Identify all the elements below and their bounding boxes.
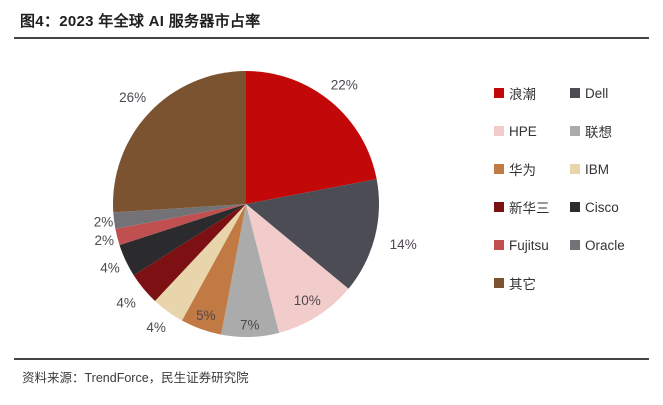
pie-label-Oracle: 2% [94,215,114,230]
title-underline [14,37,649,39]
legend-label: 浪潮 [509,87,536,102]
legend-item-新华三: 新华三 [494,197,570,217]
pie-label-Dell: 14% [390,237,417,252]
pie-label-IBM: 4% [146,320,166,335]
figure-title: 图4：2023 年全球 AI 服务器市占率 [20,13,261,30]
legend-label: IBM [585,161,610,177]
legend-label: 新华三 [509,201,550,216]
pie-slice-联想 [221,204,280,337]
legend-swatch-icon [570,126,580,136]
legend-swatch-icon [494,164,504,174]
legend-swatch-icon [494,278,504,288]
legend-label: 联想 [585,125,612,140]
legend-swatch-icon [494,126,504,136]
legend: 浪潮 Dell HPE 联想华为 IBM 新华三 Cisco Fujitsu Oracle 其它 [494,74,625,302]
legend-item-联想: 联想 [570,121,625,141]
legend-swatch-icon [570,202,580,212]
footer-divider [14,358,649,360]
legend-item-浪潮: 浪潮 [494,83,570,103]
pie-label-其它: 26% [119,90,146,105]
source-note: 资料来源：TrendForce，民生证券研究院 [22,371,249,385]
pie-slice-其它 [112,70,246,213]
legend-item-IBM: IBM [570,162,625,177]
pie-slice-Fujitsu [115,204,246,246]
legend-swatch-icon [570,164,580,174]
pie-slice-IBM [154,204,246,321]
pie-slice-新华三 [133,204,246,301]
legend-label: Dell [585,85,609,101]
legend-swatch-icon [494,88,504,98]
pie-label-浪潮: 22% [331,78,358,93]
legend-swatch-icon [570,240,580,250]
legend-swatch-icon [494,240,504,250]
pie-label-新华三: 4% [116,296,136,311]
pie-slice-浪潮 [246,71,377,204]
legend-item-华为: 华为 [494,159,570,179]
legend-item-Cisco: Cisco [570,200,625,215]
legend-swatch-icon [570,88,580,98]
legend-item-HPE: HPE [494,124,570,139]
legend-item-Dell: Dell [570,86,625,101]
legend-label: Cisco [585,199,619,215]
pie-slice-Cisco [119,204,246,276]
pie-label-Fujitsu: 2% [95,233,115,248]
legend-label: Oracle [585,237,625,253]
pie-chart: 22% 14% 10% 7% 5% 4% 4% 4% 2% 2% 26% [94,70,417,337]
legend-label: 华为 [509,163,536,178]
pie-slice-HPE [246,204,349,333]
pie-label-Cisco: 4% [100,261,120,276]
legend-item-其它: 其它 [494,273,570,293]
legend-label: Fujitsu [509,237,549,253]
legend-item-Oracle: Oracle [570,238,625,253]
pie-label-HPE: 10% [294,293,321,308]
legend-swatch-icon [494,202,504,212]
legend-item-Fujitsu: Fujitsu [494,238,570,253]
pie-slice-Dell [246,179,379,289]
pie-label-华为: 5% [196,308,216,323]
pie-slice-Oracle [113,204,246,229]
pie-slice-华为 [181,204,246,335]
legend-label: 其它 [509,277,536,292]
pie-label-联想: 7% [240,318,260,333]
legend-label: HPE [509,123,537,139]
